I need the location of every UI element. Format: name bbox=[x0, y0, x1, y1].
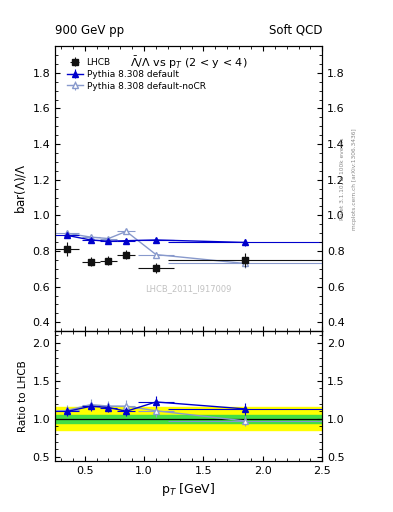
Text: $\bar{\Lambda}/\Lambda$ vs p$_T$ (2 < y < 4): $\bar{\Lambda}/\Lambda$ vs p$_T$ (2 < y … bbox=[130, 55, 247, 71]
Text: LHCB_2011_I917009: LHCB_2011_I917009 bbox=[145, 284, 232, 293]
Y-axis label: bar($\Lambda$)/$\Lambda$: bar($\Lambda$)/$\Lambda$ bbox=[13, 163, 28, 214]
Text: 900 GeV pp: 900 GeV pp bbox=[55, 24, 124, 37]
X-axis label: p$_T$ [GeV]: p$_T$ [GeV] bbox=[162, 481, 216, 498]
Y-axis label: Ratio to LHCB: Ratio to LHCB bbox=[18, 360, 28, 432]
Text: Rivet 3.1.10, ≥ 100k events: Rivet 3.1.10, ≥ 100k events bbox=[340, 138, 345, 221]
Text: Soft QCD: Soft QCD bbox=[269, 24, 322, 37]
Text: mcplots.cern.ch [arXiv:1306.3436]: mcplots.cern.ch [arXiv:1306.3436] bbox=[352, 129, 357, 230]
Legend: LHCB, Pythia 8.308 default, Pythia 8.308 default-noCR: LHCB, Pythia 8.308 default, Pythia 8.308… bbox=[65, 56, 208, 92]
